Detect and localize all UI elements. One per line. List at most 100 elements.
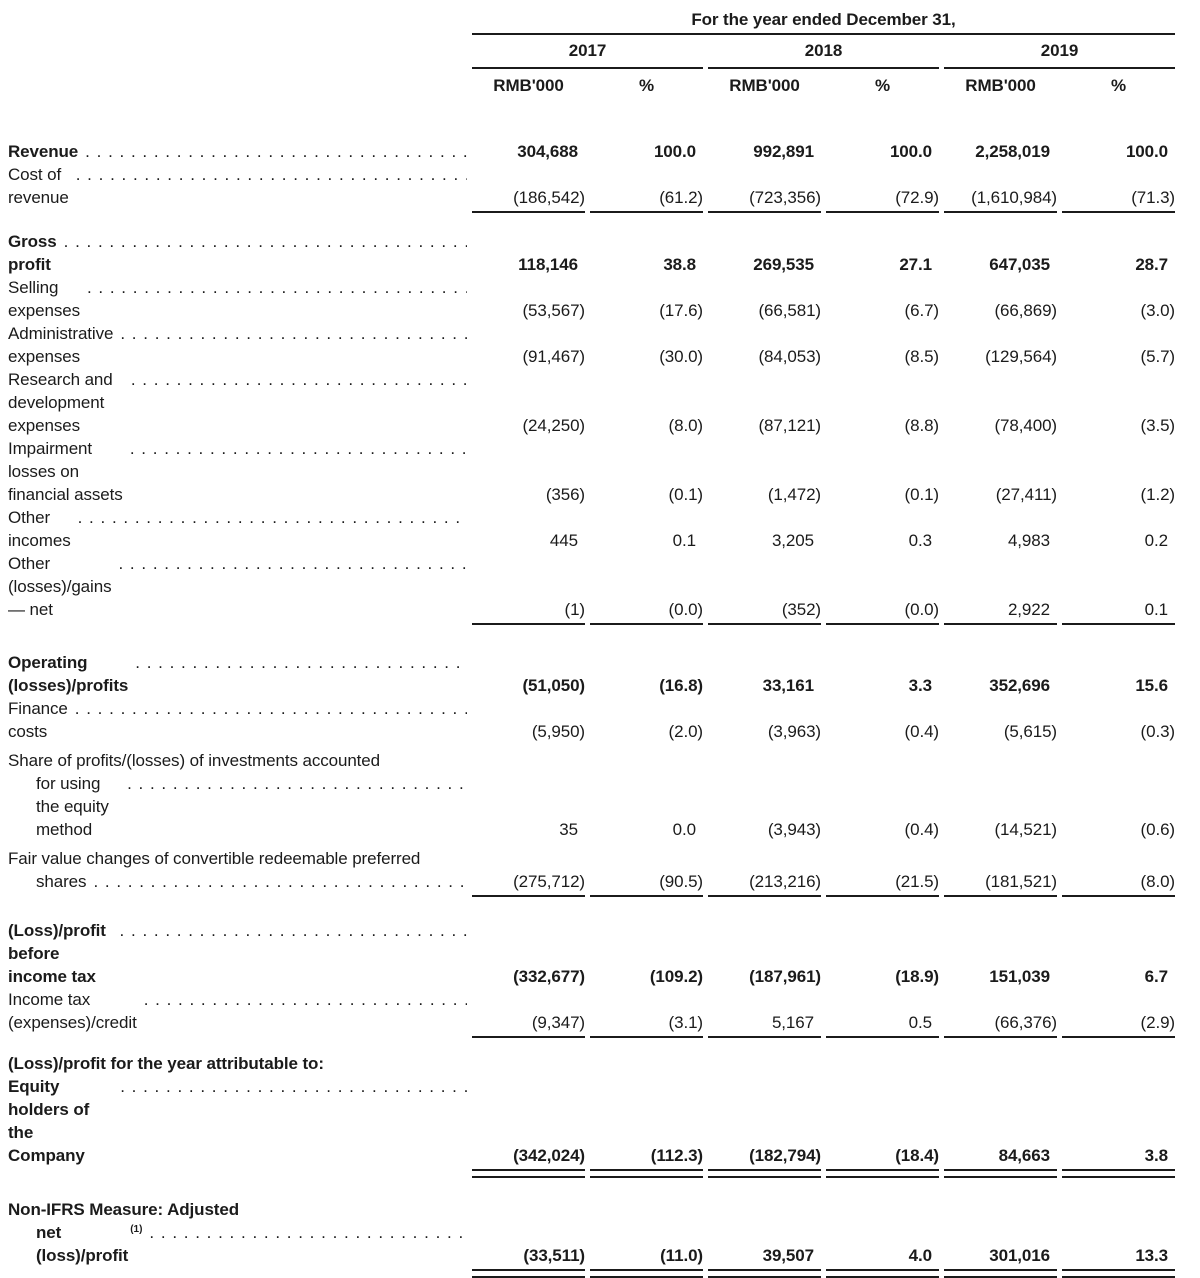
single-rule: [590, 211, 703, 213]
value-cell: (0.1): [904, 485, 940, 504]
row-label-text: Impairment losses on financial assets: [8, 439, 123, 504]
value-cell: 301,016: [989, 1246, 1050, 1265]
value-cell: (0.4): [904, 820, 940, 839]
value-cell: (8.0): [1140, 872, 1176, 891]
rule-row: [8, 1269, 1200, 1278]
table-row: Share of profits/(losses) of investments…: [8, 749, 1200, 841]
row-label: Equity holders of the Company: [8, 1075, 467, 1167]
table-row: Gross profit 118,146 38.8 269,535 27.1 647,03…: [8, 230, 1200, 276]
column-header-rmb: RMB'000: [729, 76, 800, 95]
single-rule: [944, 895, 1057, 897]
column-header-pct: %: [638, 76, 655, 95]
year-rule: [708, 67, 939, 69]
value-cell: 992,891: [753, 142, 814, 161]
row-label: Operating (losses)/profits: [8, 651, 467, 697]
value-cell: 0.1: [1144, 600, 1168, 619]
single-rule: [1062, 211, 1175, 213]
value-cell: (356): [545, 485, 585, 504]
double-rule: [590, 1169, 703, 1178]
single-rule: [1062, 1036, 1175, 1038]
value-cell: (182,794): [749, 1146, 821, 1165]
value-cell: 28.7: [1135, 255, 1168, 274]
single-rule: [826, 1036, 939, 1038]
value-cell: (87,121): [758, 416, 821, 435]
dot-leader: [127, 772, 467, 795]
row-label: Gross profit: [8, 230, 467, 276]
value-cell: 39,507: [762, 1246, 815, 1265]
table-row: Revenue 304,688 100.0 992,891 100.0 2,258,019…: [8, 140, 1200, 163]
row-label-text: (Loss)/profit before income tax: [8, 921, 106, 986]
value-cell: (5.7): [1140, 347, 1176, 366]
row-label-line: for using the equity method: [8, 772, 467, 841]
value-cell: 269,535: [753, 255, 814, 274]
row-label-text: Gross profit: [8, 232, 57, 274]
value-cell: (71.3): [1131, 188, 1175, 207]
rule-row: [8, 211, 1200, 213]
row-label-text: Finance costs: [8, 699, 68, 741]
year-rule-row: [8, 67, 1200, 69]
row-label-line: Operating (losses)/profits: [8, 651, 467, 697]
column-header-rmb: RMB'000: [965, 76, 1036, 95]
section-gap: [8, 1038, 1200, 1052]
value-cell: 27.1: [899, 255, 932, 274]
value-cell: (0.6): [1140, 820, 1176, 839]
table-header-title-row: For the year ended December 31,: [8, 7, 1200, 33]
row-label-text: Other incomes: [8, 508, 71, 550]
value-cell: (187,961): [749, 967, 821, 986]
value-cell: 4.0: [908, 1246, 932, 1265]
column-header-rmb: RMB'000: [493, 76, 564, 95]
row-label-text: Income tax (expenses)/credit: [8, 990, 137, 1032]
single-rule: [826, 895, 939, 897]
value-cell: 6.7: [1144, 967, 1168, 986]
value-cell: (3.5): [1140, 416, 1176, 435]
value-cell: 5,167: [771, 1013, 814, 1032]
year-header-row: 2017 2018 2019: [8, 35, 1200, 67]
row-label: Share of profits/(losses) of investments…: [8, 749, 467, 841]
value-cell: (24,250): [522, 416, 585, 435]
table-row: Impairment losses on financial assets (35…: [8, 437, 1200, 506]
value-cell: (213,216): [749, 872, 821, 891]
single-rule: [590, 1036, 703, 1038]
table-row: Cost of revenue (186,542) (61.2) (723,356) (…: [8, 163, 1200, 209]
row-label-line: (Loss)/profit for the year attributable …: [8, 1052, 467, 1075]
table-row: Finance costs (5,950) (2.0) (3,963) (0.4) (5,…: [8, 697, 1200, 743]
value-cell: (332,677): [513, 967, 585, 986]
table-body: Revenue 304,688 100.0 992,891 100.0 2,258,019…: [8, 140, 1200, 1278]
value-cell: (72.9): [895, 188, 939, 207]
double-rule: [708, 1269, 821, 1278]
row-label-line: Administrative expenses: [8, 322, 467, 368]
value-cell: (0.3): [1140, 722, 1176, 741]
value-cell: 445: [549, 531, 578, 550]
value-cell: (21.5): [895, 872, 939, 891]
row-label: Cost of revenue: [8, 163, 467, 209]
row-label-text: Other (losses)/gains — net: [8, 554, 112, 619]
table-row: Other (losses)/gains — net (1) (0.0) (352) (…: [8, 552, 1200, 621]
value-cell: (30.0): [659, 347, 703, 366]
value-cell: (275,712): [513, 872, 585, 891]
value-cell: (723,356): [749, 188, 821, 207]
row-label: Finance costs: [8, 697, 467, 743]
double-rule: [826, 1269, 939, 1278]
value-cell: 0.0: [672, 820, 696, 839]
row-label-line: (Loss)/profit before income tax: [8, 919, 467, 988]
value-cell: (2.9): [1140, 1013, 1176, 1032]
value-cell: (2.0): [668, 722, 704, 741]
value-cell: 35: [559, 820, 578, 839]
row-label-line: Impairment losses on financial assets: [8, 437, 467, 506]
row-label-line: shares: [8, 870, 467, 893]
table-row: Administrative expenses (91,467) (30.0) (84…: [8, 322, 1200, 368]
single-rule: [590, 895, 703, 897]
double-rule: [1062, 1269, 1175, 1278]
value-cell: 304,688: [517, 142, 578, 161]
row-label-line: Research and development expenses: [8, 368, 467, 437]
row-label-line: Share of profits/(losses) of investments…: [8, 749, 467, 772]
row-label-line: Other incomes: [8, 506, 467, 552]
value-cell: (16.8): [659, 676, 703, 695]
value-cell: 118,146: [518, 255, 578, 274]
row-label: Research and development expenses: [8, 368, 467, 437]
double-rule: [708, 1169, 821, 1178]
value-cell: (84,053): [758, 347, 821, 366]
row-label-line: Other (losses)/gains — net: [8, 552, 467, 621]
value-cell: (66,581): [758, 301, 821, 320]
value-cell: (66,869): [994, 301, 1057, 320]
